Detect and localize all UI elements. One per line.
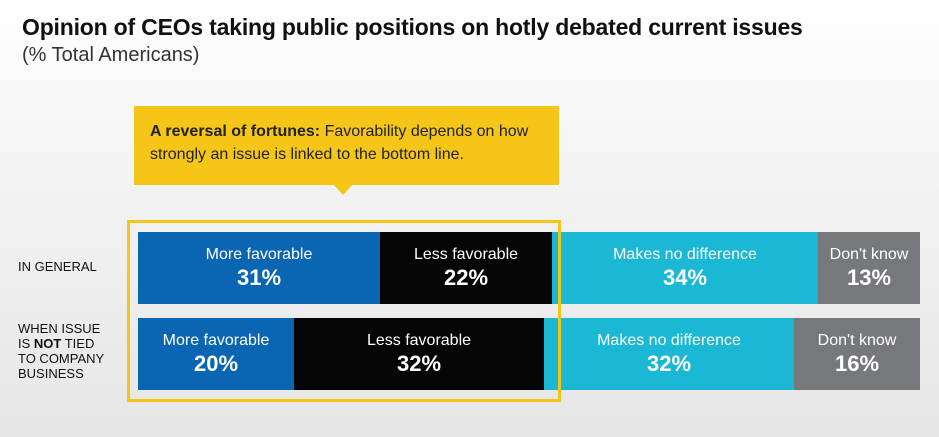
segment-label: More favorable (205, 246, 313, 263)
bar-segment-more-favorable: More favorable 31% (138, 232, 380, 304)
segment-label: Don't know (817, 332, 897, 349)
segment-label: Makes no difference (613, 246, 757, 263)
callout-text: Favorability depends on how strongly an … (150, 123, 529, 163)
segment-value: 34% (662, 265, 708, 290)
row-label-in-general: IN GENERAL (18, 259, 97, 274)
bar-segment-no-difference: Makes no difference 32% (544, 318, 794, 390)
bar-not-tied: More favorable 20% Less favorable 32% Makes … (138, 318, 920, 390)
segment-value: 31% (236, 265, 282, 290)
segment-value: 22% (443, 265, 489, 290)
segment-label: Don't know (829, 246, 909, 263)
segment-value: 13% (846, 265, 892, 290)
bar-segment-less-favorable: Less favorable 32% (294, 318, 544, 390)
callout-heading: A reversal of fortunes: (150, 123, 321, 140)
segment-label: Makes no difference (597, 332, 741, 349)
bar-in-general: More favorable 31% Less favorable 22% Makes … (138, 232, 920, 304)
bar-segment-no-difference: Makes no difference 34% (552, 232, 818, 304)
segment-label: More favorable (162, 332, 270, 349)
segment-value: 20% (193, 351, 239, 376)
bar-segment-less-favorable: Less favorable 22% (380, 232, 552, 304)
segment-value: 32% (646, 351, 692, 376)
bar-segment-dont-know: Don't know 16% (794, 318, 920, 390)
segment-label: Less favorable (366, 332, 472, 349)
row-label-not-tied: WHEN ISSUE IS NOT TIED TO COMPANY BUSINESS (18, 321, 105, 381)
segment-value: 32% (396, 351, 442, 376)
chart-title: Opinion of CEOs taking public positions … (22, 14, 803, 40)
callout-pointer (332, 183, 354, 195)
callout-box: A reversal of fortunes: Favorability dep… (134, 106, 559, 185)
segment-value: 16% (834, 351, 880, 376)
bar-segment-dont-know: Don't know 13% (818, 232, 920, 304)
segment-label: Less favorable (413, 246, 519, 263)
bar-segment-more-favorable: More favorable 20% (138, 318, 294, 390)
chart-subtitle: (% Total Americans) (22, 44, 200, 66)
